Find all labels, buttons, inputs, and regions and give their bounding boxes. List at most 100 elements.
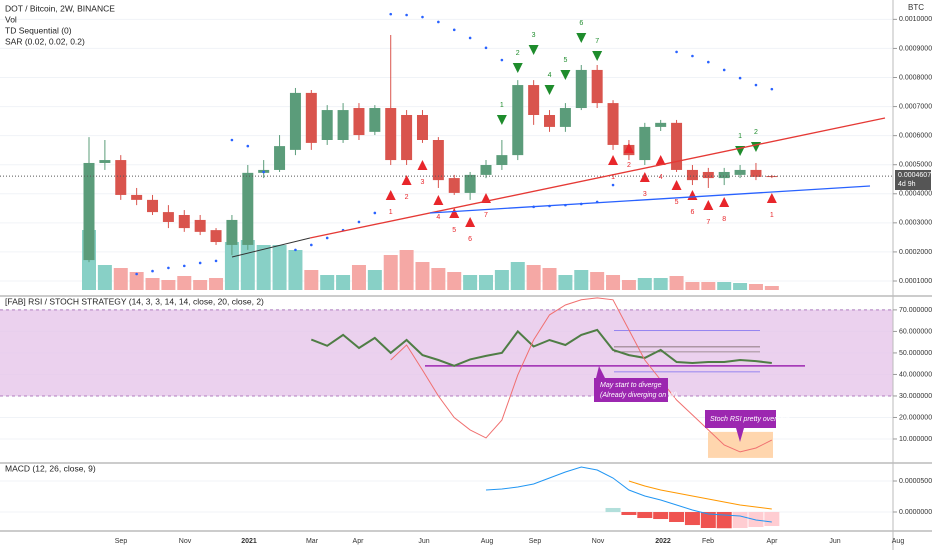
y-tick-label: 20.0000000: [899, 414, 932, 421]
candle-body: [496, 155, 508, 165]
volume-bar: [637, 278, 652, 290]
volume-bar: [224, 242, 239, 290]
volume-bar: [272, 245, 287, 290]
volume-bar: [558, 275, 573, 290]
sar-dot: [389, 12, 393, 16]
x-tick-label: Feb: [702, 538, 714, 545]
candle-body: [242, 172, 254, 245]
candle-body: [591, 69, 603, 104]
td-buy-count: 6: [579, 20, 583, 27]
candle-body: [512, 85, 524, 156]
candle-body: [131, 194, 143, 200]
x-tick-label: Nov: [592, 538, 605, 545]
axis-unit: BTC: [908, 3, 924, 12]
volume-bar: [494, 270, 509, 290]
sar-dot: [198, 261, 202, 265]
x-tick-label: Nov: [179, 538, 192, 545]
volume-bar: [717, 282, 732, 290]
sar-dot: [246, 144, 250, 148]
volume-bar: [574, 270, 589, 290]
volume-bar: [701, 282, 716, 290]
td-buy-arrow: [544, 85, 555, 95]
price-tag: [895, 170, 931, 190]
volume-bar: [177, 276, 192, 290]
sar-dot: [135, 272, 138, 276]
volume-bar: [621, 280, 636, 290]
td-buy-arrow: [576, 33, 587, 43]
candle-body: [226, 219, 238, 245]
x-tick-label: Apr: [767, 538, 779, 545]
candle-body: [353, 108, 365, 136]
y-tick-label: 10.0000000: [899, 436, 932, 443]
td-sell-arrow: [766, 193, 777, 203]
y-tick-label: 0.0000500: [899, 478, 932, 485]
annotation-text: Stoch RSI pretty oversold: [710, 416, 790, 423]
volume-bar: [129, 272, 144, 290]
td-buy-arrow: [496, 115, 507, 125]
candle-body: [99, 160, 111, 163]
sar-dot: [405, 13, 408, 17]
y-tick-label: 0.0009000: [899, 45, 932, 52]
volume-bar: [685, 282, 700, 290]
volume-bar: [304, 270, 319, 290]
y-tick-label: 30.0000000: [899, 393, 932, 400]
chart-title: DOT / Bitcoin, 2W, BINANCE: [5, 3, 115, 13]
countdown: 4d 9h: [898, 181, 916, 188]
volume-bar: [431, 268, 446, 290]
y-tick-label: 0.0010000: [899, 16, 932, 23]
macd-line: [485, 466, 772, 523]
volume-bar: [320, 275, 335, 290]
sar-dot: [770, 87, 774, 91]
td-sell-arrow: [639, 172, 650, 182]
trend-line: [429, 185, 871, 214]
td-sell-count: 6: [690, 209, 694, 216]
volume-bar: [764, 286, 779, 290]
y-tick-label: 40.0000000: [899, 371, 932, 378]
td-buy-count: 3: [532, 32, 536, 39]
volume-bar: [367, 270, 382, 290]
candle-body: [401, 115, 413, 161]
candle-body: [480, 165, 492, 175]
x-tick-label: Aug: [892, 538, 905, 545]
volume-bar: [113, 268, 128, 290]
y-tick-label: 0.0001000: [899, 278, 932, 285]
sar-dot: [738, 76, 742, 80]
td-buy-count: 5: [563, 57, 567, 64]
legend-item: TD Sequential (0): [5, 25, 72, 35]
histogram-bar: [764, 512, 780, 527]
candle-body: [607, 103, 619, 145]
td-sell-count: 3: [643, 191, 647, 198]
volume-bar: [542, 268, 557, 290]
histogram-bar: [605, 507, 621, 513]
legend-item: SAR (0.02, 0.02, 0.2): [5, 36, 85, 46]
candle-body: [321, 110, 333, 140]
histogram-bar: [621, 512, 637, 515]
sar-dot: [182, 264, 186, 268]
candle-body: [686, 169, 698, 181]
candle-body: [639, 126, 651, 161]
sar-dot: [421, 15, 424, 19]
sar-dot: [707, 60, 710, 64]
td-sell-count: 5: [675, 199, 679, 206]
sar-dot: [357, 220, 361, 224]
candle-body: [718, 171, 730, 179]
candle-body: [734, 169, 746, 175]
candle-body: [194, 219, 206, 232]
candle-body: [432, 140, 444, 181]
td-buy-count: 4: [548, 72, 552, 79]
volume-bar: [145, 278, 160, 290]
sar-dot: [500, 58, 504, 62]
x-tick-label: Sep: [529, 538, 542, 545]
td-buy-count: 2: [516, 50, 520, 57]
td-sell-count: 2: [405, 194, 409, 201]
annotation-box: [594, 366, 668, 402]
volume-bar: [336, 275, 351, 290]
y-tick-label: 0.0005000: [899, 162, 932, 169]
sar-dot: [325, 236, 329, 240]
sar-dot: [722, 68, 726, 72]
volume-bar: [479, 275, 493, 290]
sar-dot: [691, 54, 694, 58]
td-sell-count: 1: [389, 209, 393, 216]
trend-line: [231, 237, 311, 258]
